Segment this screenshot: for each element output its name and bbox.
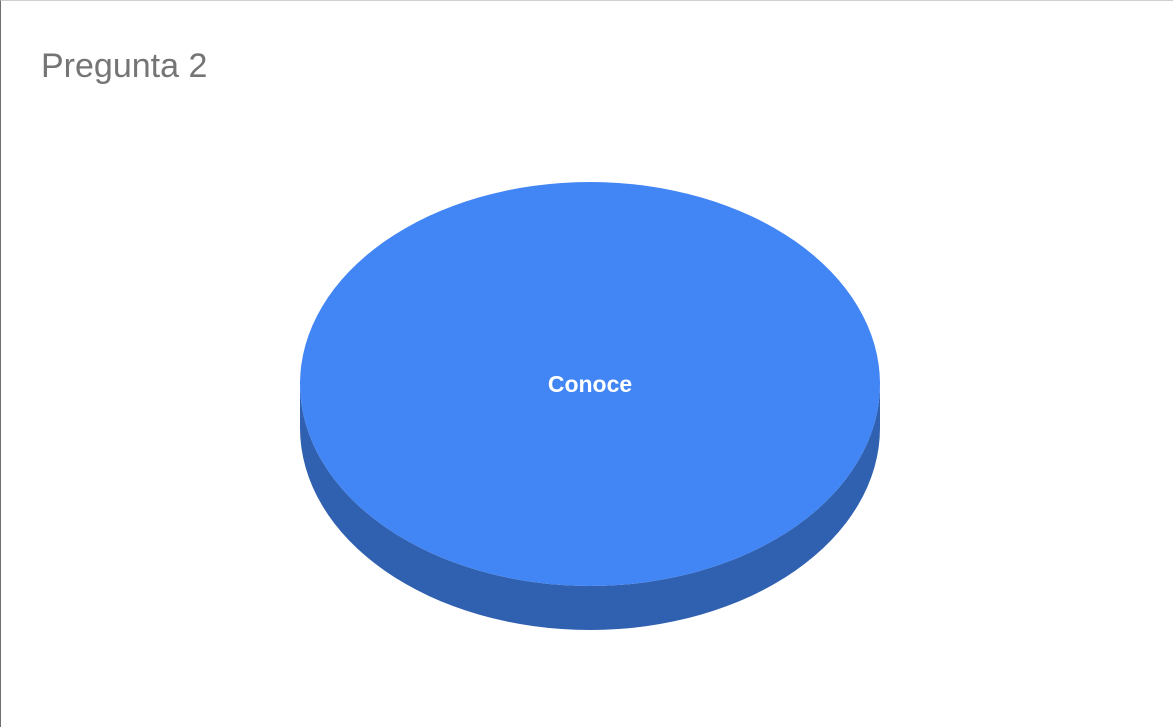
pie-slice-side-conoce (300, 384, 880, 630)
pie-slice-conoce[interactable] (300, 182, 880, 586)
pie-label-layer: Conoce (548, 371, 632, 397)
chart-title: Pregunta 2 (41, 47, 208, 85)
pie-depth-layer (300, 384, 880, 630)
pie-slice-label-conoce: Conoce (548, 371, 632, 397)
pie-top-layer (300, 182, 880, 586)
